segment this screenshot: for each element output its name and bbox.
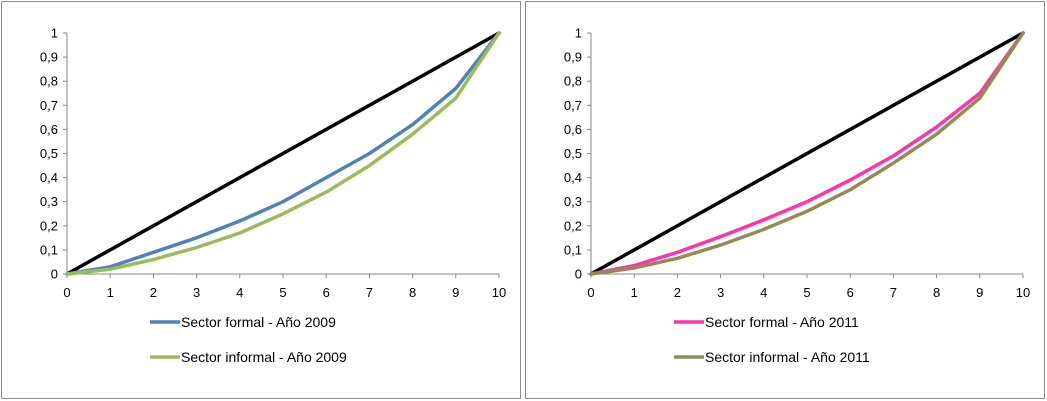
x-tick-label: 2 [674,285,681,300]
y-tick-label: 0,5 [40,146,58,161]
legend-label: Sector formal - Año 2009 [181,314,336,330]
y-tick-label: 0,7 [40,98,58,113]
y-tick-label: 0,8 [564,74,582,89]
y-tick-label: 0,8 [40,74,58,89]
x-tick-label: 1 [631,285,638,300]
y-tick-label: 0,2 [564,218,582,233]
legend-label: Sector informal - Año 2009 [181,349,347,365]
x-tick-label: 5 [803,285,810,300]
y-tick-label: 1 [51,26,58,41]
y-tick-label: 0,7 [564,98,582,113]
x-tick-label: 10 [1016,285,1030,300]
y-tick-label: 0,4 [40,170,58,185]
x-tick-label: 5 [279,285,286,300]
y-tick-label: 0,3 [40,194,58,209]
y-tick-label: 0,2 [40,218,58,233]
x-tick-label: 2 [150,285,157,300]
series-line-2 [65,31,501,276]
equality-line [589,31,1025,276]
x-tick-label: 3 [717,285,724,300]
x-tick-label: 6 [323,285,330,300]
y-tick-label: 0 [575,267,582,282]
x-tick-label: 6 [847,285,854,300]
x-tick-label: 4 [236,285,243,300]
y-tick-label: 0,4 [564,170,582,185]
y-tick-label: 0,6 [564,122,582,137]
x-tick-label: 1 [107,285,114,300]
legend-label: Sector formal - Año 2011 [705,314,859,330]
series-line-1 [589,31,1025,276]
x-tick-label: 10 [492,285,506,300]
y-tick-label: 0,6 [40,122,58,137]
x-tick-label: 0 [63,285,70,300]
x-tick-label: 3 [193,285,200,300]
series-line-2 [589,31,1025,276]
y-tick-label: 0,5 [564,146,582,161]
y-tick-label: 0,3 [564,194,582,209]
x-tick-label: 4 [760,285,767,300]
y-tick-label: 0 [51,267,58,282]
y-tick-label: 0,9 [564,50,582,65]
y-tick-label: 0,1 [40,242,58,257]
legend-label: Sector informal - Año 2011 [705,349,870,365]
y-tick-label: 1 [575,26,582,41]
x-tick-label: 0 [587,285,594,300]
x-tick-label: 7 [890,285,897,300]
chart-panel-2011: 0 0,1 0,2 0,3 0,4 0,5 0,6 0,7 0,8 0,9 1 0 1 2 3 4 5 6 7 8 9 1… [525,1,1045,399]
series-line-1 [65,31,501,276]
lorenz-chart-2009: 00,10,20,30,40,50,60,70,80,910 1 2 3 4 5 6 7 8 9 1… [40,26,506,366]
y-tick-label: 0,1 [564,242,582,257]
y-tick-label: 0,9 [40,50,58,65]
x-tick-label: 8 [933,285,940,300]
x-tick-label: 9 [976,285,983,300]
lorenz-chart-2011: 00,10,20,30,40,50,60,70,80,910 1 2 3 4 5 6 7 8 9 1… [564,26,1030,366]
x-tick-label: 9 [452,285,459,300]
x-tick-label: 8 [409,285,416,300]
equality-line [65,31,501,276]
x-tick-label: 7 [366,285,373,300]
chart-panel-2009: 0 0,1 0,2 0,3 0,4 0,5 0,6 0,7 0,8 0,9 1 0 1 2 3 4 5 6 7 8 9 1… [1,1,521,399]
